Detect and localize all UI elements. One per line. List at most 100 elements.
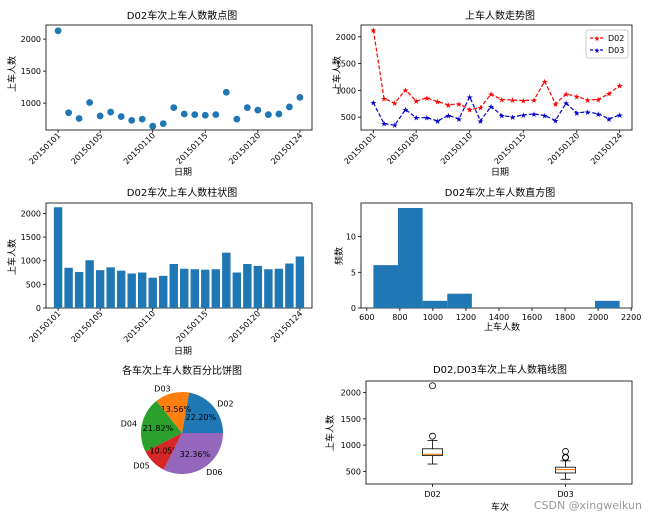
pie-pct-label: 10.05% — [149, 447, 180, 456]
scatter-xtick-label: 20150101 — [27, 131, 62, 166]
bar-rect — [159, 275, 168, 308]
line-point-marker: ★ — [413, 114, 420, 123]
scatter-point — [201, 111, 209, 119]
box-flier — [562, 448, 569, 455]
bar-xtick-label: 20150110 — [122, 309, 157, 344]
histogram-chart: D02车次上车人数直方图 频数 上车人数 0 5 10 600 800 1000 1200 1… — [333, 186, 641, 333]
scatter-chart-ylabel: 上车人数 — [6, 56, 18, 92]
pie-chart-title: 各车次上车人数百分比饼图 — [122, 364, 242, 377]
scatter-ytick-label: 2000 — [21, 35, 41, 44]
bar-rect — [295, 256, 305, 308]
line-point-marker: ★ — [445, 112, 452, 121]
watermark-text: CSDN @xingweikun — [533, 499, 642, 512]
pie-pct-label: 13.56% — [161, 405, 192, 414]
line-point-marker: ★ — [552, 100, 559, 109]
pie-label: D02 — [217, 400, 233, 409]
bar-rect — [253, 265, 263, 308]
box-flier — [429, 382, 436, 390]
scatter-point — [149, 122, 157, 130]
bar-rect — [74, 272, 84, 308]
histogram-ytick-label: 10 — [346, 233, 356, 242]
line-point-marker: ★ — [391, 121, 398, 130]
pie-label: D05 — [133, 462, 149, 471]
histogram-bar — [373, 265, 399, 308]
line-point-marker: ★ — [573, 92, 580, 101]
histogram-xtick-label: 1400 — [489, 313, 509, 322]
line-point-marker: ★ — [595, 95, 602, 104]
line-point-marker: ★ — [423, 114, 430, 123]
bar-rect — [127, 273, 136, 308]
line-xtick-label: 20150110 — [439, 131, 474, 166]
scatter-point — [212, 111, 220, 119]
bar-rect — [243, 264, 252, 308]
bar-axes-frame — [45, 202, 313, 309]
box-ytick-label: 500 — [346, 467, 361, 476]
line-ytick-label: 500 — [341, 113, 356, 122]
line-series-D02 — [372, 29, 621, 111]
histogram-ytick-label: 0 — [351, 304, 356, 313]
line-point-marker: ★ — [595, 110, 602, 119]
line-point-marker: ★ — [434, 117, 441, 126]
bar-ytick-label: 0 — [36, 304, 41, 313]
line-xtick-label: 20150101 — [343, 131, 378, 166]
bar-rect — [85, 260, 94, 308]
pie-label: D03 — [154, 385, 170, 394]
scatter-axes-frame — [45, 24, 313, 131]
line-chart-title: 上车人数走势图 — [465, 9, 535, 22]
box-chart-plot: 500 1000 1500 2000 D02 D03 — [341, 380, 633, 499]
scatter-point — [86, 99, 94, 106]
line-xtick-label: 20150105 — [385, 131, 420, 166]
scatter-chart-plot: 1000 1500 2000 20150101 20150105 20150110 2015… — [21, 24, 313, 166]
line-point-marker: ★ — [509, 96, 516, 105]
box-xtick-label: D03 — [557, 490, 573, 499]
scatter-point — [107, 108, 115, 116]
histogram-chart-title: D02车次上车人数直方图 — [445, 186, 555, 199]
line-legend-label: D03 — [608, 46, 624, 55]
line-legend-label: D02 — [608, 34, 624, 43]
scatter-point — [138, 115, 146, 123]
scatter-point — [117, 113, 125, 120]
bar-ytick-label: 500 — [26, 280, 41, 289]
scatter-point — [285, 103, 293, 111]
histogram-xtick-label: 2000 — [588, 313, 608, 322]
scatter-point — [275, 110, 283, 118]
line-point-marker: ★ — [488, 102, 495, 111]
scatter-point — [159, 120, 167, 127]
box-flier — [429, 432, 436, 440]
line-axes-frame — [360, 24, 633, 131]
line-point-marker: ★ — [402, 86, 409, 95]
line-point-marker: ★ — [370, 26, 377, 35]
pie-label: D04 — [121, 419, 137, 428]
histogram-axes-frame — [360, 202, 633, 309]
bar-rect — [169, 264, 178, 308]
line-xtick-label: 20150124 — [589, 131, 624, 166]
scatter-xtick-label: 20150124 — [269, 131, 304, 166]
line-ytick-label: 1000 — [336, 86, 356, 95]
scatter-xtick-label: 20150120 — [227, 131, 262, 166]
line-point-marker: ★ — [552, 116, 559, 125]
bar-chart-title: D02车次上车人数柱状图 — [127, 186, 237, 199]
line-legend-box — [585, 29, 629, 59]
histogram-chart-xlabel: 上车人数 — [484, 321, 520, 333]
histogram-xtick-label: 600 — [359, 313, 374, 322]
scatter-point — [243, 104, 251, 111]
scatter-point — [65, 109, 73, 117]
bar-chart-ylabel: 上车人数 — [6, 239, 18, 275]
scatter-chart: D02车次上车人数散点图 上车人数 日期 1000 1500 2000 2015010… — [6, 9, 313, 178]
line-point-marker: ★ — [380, 120, 387, 129]
line-point-marker: ★ — [488, 90, 495, 99]
line-point-marker: ★ — [455, 115, 462, 124]
pie-pct-label: 32.36% — [180, 450, 211, 459]
line-point-marker: ★ — [530, 96, 537, 105]
bar-rect — [264, 269, 273, 308]
scatter-point — [222, 88, 230, 96]
scatter-chart-title: D02车次上车人数散点图 — [127, 9, 237, 22]
histogram-chart-ylabel: 频数 — [333, 247, 345, 265]
line-point-marker: ★ — [466, 93, 473, 102]
bar-rect — [116, 270, 126, 308]
bar-rect — [137, 272, 147, 308]
box-chart-xlabel: 车次 — [491, 501, 509, 513]
line-point-marker: ★ — [530, 110, 537, 119]
box-ytick-label: 1500 — [341, 415, 361, 424]
